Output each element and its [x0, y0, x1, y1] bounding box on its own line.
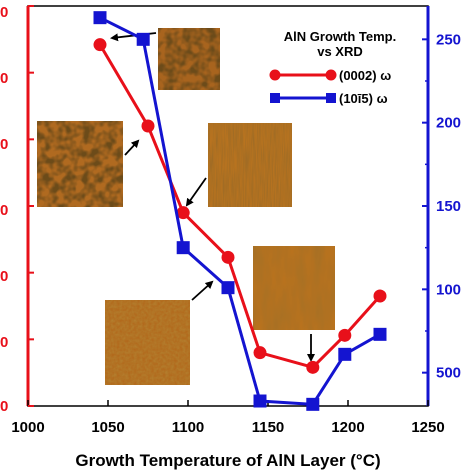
afm-image-1150 [253, 246, 335, 362]
data-point-series-2 [306, 397, 320, 411]
right-tick-label: 250 [436, 31, 461, 48]
x-tick-label: 1100 [172, 419, 205, 436]
afm-image-1125 [105, 280, 214, 385]
data-point-series-1 [221, 250, 235, 264]
data-point-series-1 [306, 360, 320, 374]
afm-image-texture [105, 300, 190, 385]
data-point-series-2 [253, 394, 267, 408]
legend-label-series-2: (10ī5) ω [339, 91, 388, 106]
data-point-series-1 [141, 119, 155, 133]
afm-pointer-arrow [124, 139, 140, 156]
data-point-series-2 [176, 241, 190, 255]
x-tick-label: 1250 [411, 419, 444, 436]
legend: AlN Growth Temp. vs XRD (0002) ω (10ī5) … [269, 29, 396, 106]
x-tick-label: 1200 [331, 419, 364, 436]
legend-title-line2: vs XRD [317, 44, 363, 59]
legend-marker-series-2-left [270, 93, 280, 103]
right-tick-label: 200 [436, 115, 461, 132]
x-tick-label: 1150 [252, 419, 285, 436]
insets-layer [37, 28, 335, 385]
left-tick-label-stub: 0 [0, 202, 8, 219]
right-tick-label: 150 [436, 198, 461, 215]
ticks-layer: 1000 1050 1100 1150 1200 1250 0 0 0 0 0 0 0 500 100 150… [0, 4, 461, 436]
afm-pointer-arrow [185, 177, 207, 207]
left-tick-label-stub: 0 [0, 334, 8, 351]
data-point-series-2 [221, 281, 235, 295]
data-point-series-1 [338, 328, 352, 342]
left-tick-label-stub: 0 [0, 398, 8, 415]
right-tick-label: 500 [436, 365, 461, 382]
legend-title-line1: AlN Growth Temp. [284, 29, 396, 44]
data-point-series-1 [176, 206, 190, 220]
x-axis-title: Growth Temperature of AlN Layer (°C) [75, 451, 380, 470]
data-point-series-2 [338, 347, 352, 361]
left-tick-label-stub: 0 [0, 268, 8, 285]
data-point-series-2 [136, 32, 150, 46]
data-point-series-1 [93, 38, 107, 52]
afm-image-texture [158, 28, 220, 90]
series-line-2 [99, 16, 381, 406]
legend-marker-series-1-right [325, 69, 337, 81]
data-point-series-1 [373, 289, 387, 303]
data-point-series-2 [93, 11, 107, 25]
afm-image-1100 [185, 123, 292, 207]
afm-image-texture [37, 121, 123, 207]
series-line-1 [98, 43, 382, 369]
legend-marker-series-1-left [269, 69, 281, 81]
afm-image-texture [253, 246, 335, 330]
data-point-series-2 [373, 327, 387, 341]
left-tick-label-stub: 0 [0, 4, 8, 21]
afm-image-texture [208, 123, 292, 207]
right-tick-label: 100 [436, 281, 461, 298]
legend-marker-series-2-right [326, 93, 336, 103]
x-tick-label: 1000 [11, 419, 44, 436]
afm-image-1050 [110, 28, 220, 90]
legend-label-series-1: (0002) ω [339, 68, 391, 83]
left-tick-label-stub: 0 [0, 70, 8, 87]
series-layer [93, 11, 387, 411]
afm-image-1075 [37, 121, 140, 207]
data-point-series-1 [253, 346, 267, 360]
x-tick-label: 1050 [91, 419, 124, 436]
afm-pointer-arrow [191, 280, 214, 301]
left-tick-label-stub: 0 [0, 136, 8, 153]
